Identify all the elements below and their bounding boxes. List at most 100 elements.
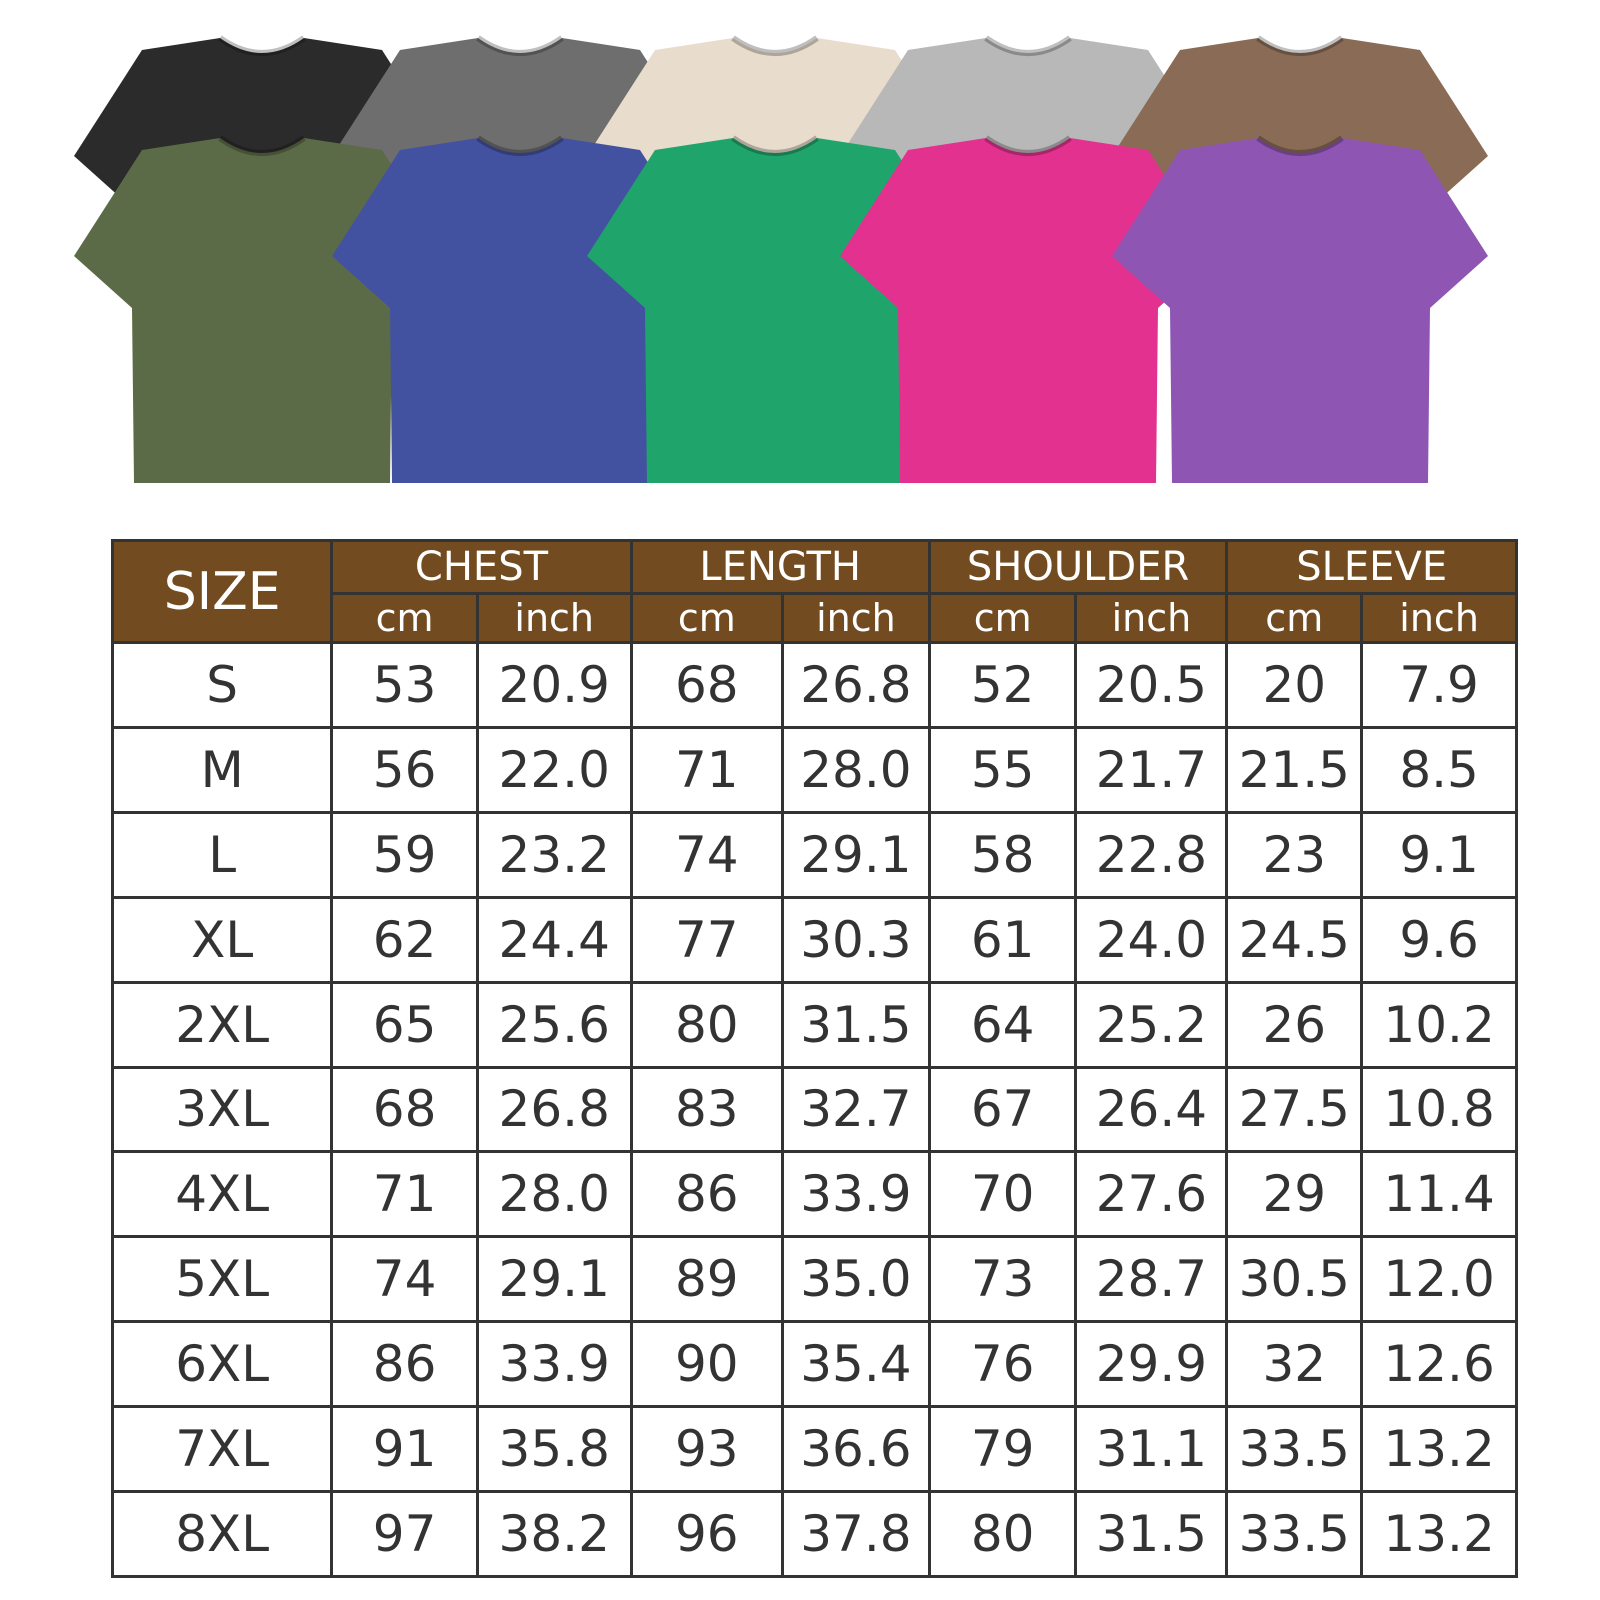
shirt-collar xyxy=(984,135,1072,156)
measurement-cell: 20.5 xyxy=(1074,641,1229,729)
chest-header: CHEST xyxy=(330,539,633,595)
measurement-cell: 12.6 xyxy=(1360,1320,1518,1409)
measurement-cell: 53 xyxy=(330,641,479,729)
chest-inch-header: inch xyxy=(475,592,633,644)
measurement-cell: 24.4 xyxy=(475,895,633,984)
measurement-cell: 65 xyxy=(330,980,479,1069)
measurement-cell: 24.0 xyxy=(1074,895,1229,984)
measurement-cell: 68 xyxy=(629,641,785,729)
size-cell: 6XL xyxy=(110,1320,334,1409)
measurement-cell: 28.0 xyxy=(781,725,931,814)
measurement-cell: 33.5 xyxy=(1225,1405,1364,1494)
measurement-cell: 73 xyxy=(927,1235,1078,1324)
measurement-cell: 27.6 xyxy=(1074,1150,1229,1239)
shirt-collar xyxy=(476,135,564,156)
measurement-cell: 91 xyxy=(330,1405,479,1494)
measurement-cell: 68 xyxy=(330,1065,479,1154)
measurement-cell: 83 xyxy=(629,1065,785,1154)
size-cell: 3XL xyxy=(110,1065,334,1154)
measurement-cell: 13.2 xyxy=(1360,1490,1518,1578)
measurement-cell: 31.5 xyxy=(781,980,931,1069)
measurement-cell: 13.2 xyxy=(1360,1405,1518,1494)
shoulder-header: SHOULDER xyxy=(927,539,1229,595)
measurement-cell: 38.2 xyxy=(475,1490,633,1578)
measurement-cell: 90 xyxy=(629,1320,785,1409)
measurement-cell: 31.5 xyxy=(1074,1490,1229,1578)
measurement-cell: 37.8 xyxy=(781,1490,931,1578)
measurement-cell: 93 xyxy=(629,1405,785,1494)
size-row: 4XL 71 28.0 86 33.9 70 27.6 29 11.4 xyxy=(110,1150,1518,1239)
measurement-cell: 26.8 xyxy=(475,1065,633,1154)
measurement-cell: 26.4 xyxy=(1074,1065,1229,1154)
tshirt-front-5 xyxy=(1112,138,1488,483)
measurement-cell: 80 xyxy=(629,980,785,1069)
shirt-collar xyxy=(1256,135,1344,156)
measurement-cell: 10.2 xyxy=(1360,980,1518,1069)
measurement-cell: 22.8 xyxy=(1074,810,1229,899)
measurement-cell: 29.9 xyxy=(1074,1320,1229,1409)
shirt-collar xyxy=(731,35,819,56)
shoulder-inch-header: inch xyxy=(1074,592,1229,644)
measurement-cell: 29.1 xyxy=(781,810,931,899)
measurement-cell: 79 xyxy=(927,1405,1078,1494)
length-inch-header: inch xyxy=(781,592,931,644)
measurement-cell: 35.4 xyxy=(781,1320,931,1409)
measurement-cell: 71 xyxy=(629,725,785,814)
measurement-cell: 10.8 xyxy=(1360,1065,1518,1154)
measurement-cell: 89 xyxy=(629,1235,785,1324)
measurement-cell: 23 xyxy=(1225,810,1364,899)
measurement-cell: 86 xyxy=(629,1150,785,1239)
measurement-cell: 12.0 xyxy=(1360,1235,1518,1324)
shirt-collar xyxy=(218,135,306,156)
size-cell: M xyxy=(110,725,334,814)
measurement-cell: 22.0 xyxy=(475,725,633,814)
size-row: M 56 22.0 71 28.0 55 21.7 21.5 8.5 xyxy=(110,725,1518,814)
shirt-collar xyxy=(218,35,306,56)
measurement-cell: 36.6 xyxy=(781,1405,931,1494)
length-cm-header: cm xyxy=(629,592,785,644)
measurement-cell: 70 xyxy=(927,1150,1078,1239)
measurement-cell: 56 xyxy=(330,725,479,814)
measurement-cell: 30.5 xyxy=(1225,1235,1364,1324)
size-cell: XL xyxy=(110,895,334,984)
measurement-cell: 28.7 xyxy=(1074,1235,1229,1324)
size-row: 8XL 97 38.2 96 37.8 80 31.5 33.5 13.2 xyxy=(110,1490,1518,1578)
measurement-cell: 64 xyxy=(927,980,1078,1069)
size-cell: 8XL xyxy=(110,1490,334,1578)
measurement-cell: 21.7 xyxy=(1074,725,1229,814)
size-row: 2XL 65 25.6 80 31.5 64 25.2 26 10.2 xyxy=(110,980,1518,1069)
size-row: 7XL 91 35.8 93 36.6 79 31.1 33.5 13.2 xyxy=(110,1405,1518,1494)
size-cell: L xyxy=(110,810,334,899)
measurement-cell: 35.0 xyxy=(781,1235,931,1324)
measurement-cell: 52 xyxy=(927,641,1078,729)
measurement-cell: 77 xyxy=(629,895,785,984)
measurement-cell: 58 xyxy=(927,810,1078,899)
shirt-collar xyxy=(984,35,1072,56)
measurement-cell: 33.9 xyxy=(475,1320,633,1409)
measurement-cell: 30.3 xyxy=(781,895,931,984)
sleeve-cm-header: cm xyxy=(1225,592,1364,644)
measurement-cell: 32.7 xyxy=(781,1065,931,1154)
size-row: L 59 23.2 74 29.1 58 22.8 23 9.1 xyxy=(110,810,1518,899)
size-row: 3XL 68 26.8 83 32.7 67 26.4 27.5 10.8 xyxy=(110,1065,1518,1154)
measurement-cell: 61 xyxy=(927,895,1078,984)
chest-cm-header: cm xyxy=(330,592,479,644)
measurement-cell: 62 xyxy=(330,895,479,984)
measurement-cell: 59 xyxy=(330,810,479,899)
measurement-cell: 8.5 xyxy=(1360,725,1518,814)
measurement-cell: 7.9 xyxy=(1360,641,1518,729)
measurement-cell: 20.9 xyxy=(475,641,633,729)
measurement-cell: 55 xyxy=(927,725,1078,814)
measurement-cell: 67 xyxy=(927,1065,1078,1154)
measurement-cell: 9.1 xyxy=(1360,810,1518,899)
measurement-cell: 23.2 xyxy=(475,810,633,899)
shirt-collar xyxy=(731,135,819,156)
measurement-cell: 33.5 xyxy=(1225,1490,1364,1578)
measurement-cell: 29 xyxy=(1225,1150,1364,1239)
size-cell: 7XL xyxy=(110,1405,334,1494)
measurement-cell: 32 xyxy=(1225,1320,1364,1409)
size-row: XL 62 24.4 77 30.3 61 24.0 24.5 9.6 xyxy=(110,895,1518,984)
size-chart-table: SIZE CHEST LENGTH SHOULDER SLEEVE cm inch… xyxy=(110,539,1518,1578)
measurement-cell: 11.4 xyxy=(1360,1150,1518,1239)
measurement-cell: 27.5 xyxy=(1225,1065,1364,1154)
